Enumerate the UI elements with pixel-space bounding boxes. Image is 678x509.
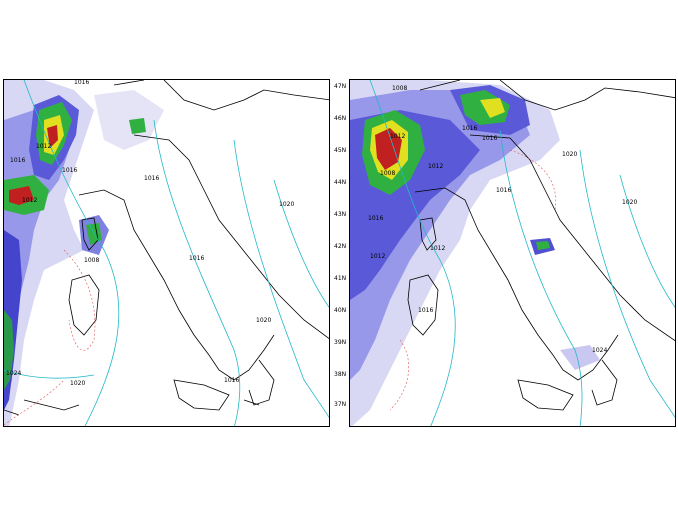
latitude-label: 44N [334,179,347,186]
isobar-label: 1012 [428,163,443,170]
isobar-label: 1008 [380,170,395,177]
isobars [369,80,675,426]
isobar-label: 1008 [84,257,99,264]
isobar-labels: 1016 1016 1012 1016 1012 1008 1016 1016 … [6,80,294,387]
isobar-label: 1012 [430,245,445,252]
isobars [4,80,329,426]
isobar-label: 1016 [74,80,89,86]
precipitation-map-left: 1016 1016 1012 1016 1012 1008 1016 1016 … [4,80,329,426]
isobar-label: 1016 [62,167,77,174]
map-panel-left: 1016 1016 1012 1016 1012 1008 1016 1016 … [3,79,330,427]
isobar-label: 1012 [390,133,405,140]
latitude-label: 42N [334,243,347,250]
latitude-axis: 47N 46N 45N 44N 43N 42N 41N 40N 39N 38N … [332,79,350,427]
isobar-label: 1016 [482,135,497,142]
latitude-label: 41N [334,275,347,282]
isobar-label: 1024 [592,347,607,354]
isobar-label: 1024 [6,370,21,377]
latitude-label: 40N [334,307,347,314]
isobar-label: 1016 [10,157,25,164]
isobar-label: 1016 [462,125,477,132]
isobar-label: 1016 [418,307,433,314]
isobar-label: 1016 [496,187,511,194]
precipitation-field [4,80,164,426]
latitude-label: 45N [334,147,347,154]
map-panel-right: 1008 1016 1012 1012 1008 1016 1012 1012 … [349,79,676,427]
latitude-label: 47N [334,83,347,90]
isobar-label: 1016 [144,175,159,182]
isobar-label: 1008 [392,85,407,92]
precipitation-field [350,80,600,426]
coastline [4,80,329,416]
coastline [407,80,675,411]
red-contours [389,149,557,411]
red-contours [4,249,96,426]
isobar-label: 1012 [370,253,385,260]
isobar-label: 1020 [256,317,271,324]
latitude-label: 38N [334,371,347,378]
isobar-label: 1020 [279,201,294,208]
isobar-labels: 1008 1016 1012 1012 1008 1016 1012 1012 … [368,85,637,354]
latitude-label: 43N [334,211,347,218]
latitude-label: 37N [334,401,347,408]
latitude-label: 46N [334,115,347,122]
isobar-label: 1012 [36,143,51,150]
isobar-label: 1020 [622,199,637,206]
isobar-label: 1020 [562,151,577,158]
latitude-label: 39N [334,339,347,346]
isobar-label: 1012 [22,197,37,204]
isobar-label: 1016 [368,215,383,222]
precipitation-map-right: 1008 1016 1012 1012 1008 1016 1012 1012 … [350,80,675,426]
isobar-label: 1016 [224,377,239,384]
isobar-label: 1020 [70,380,85,387]
isobar-label: 1016 [189,255,204,262]
